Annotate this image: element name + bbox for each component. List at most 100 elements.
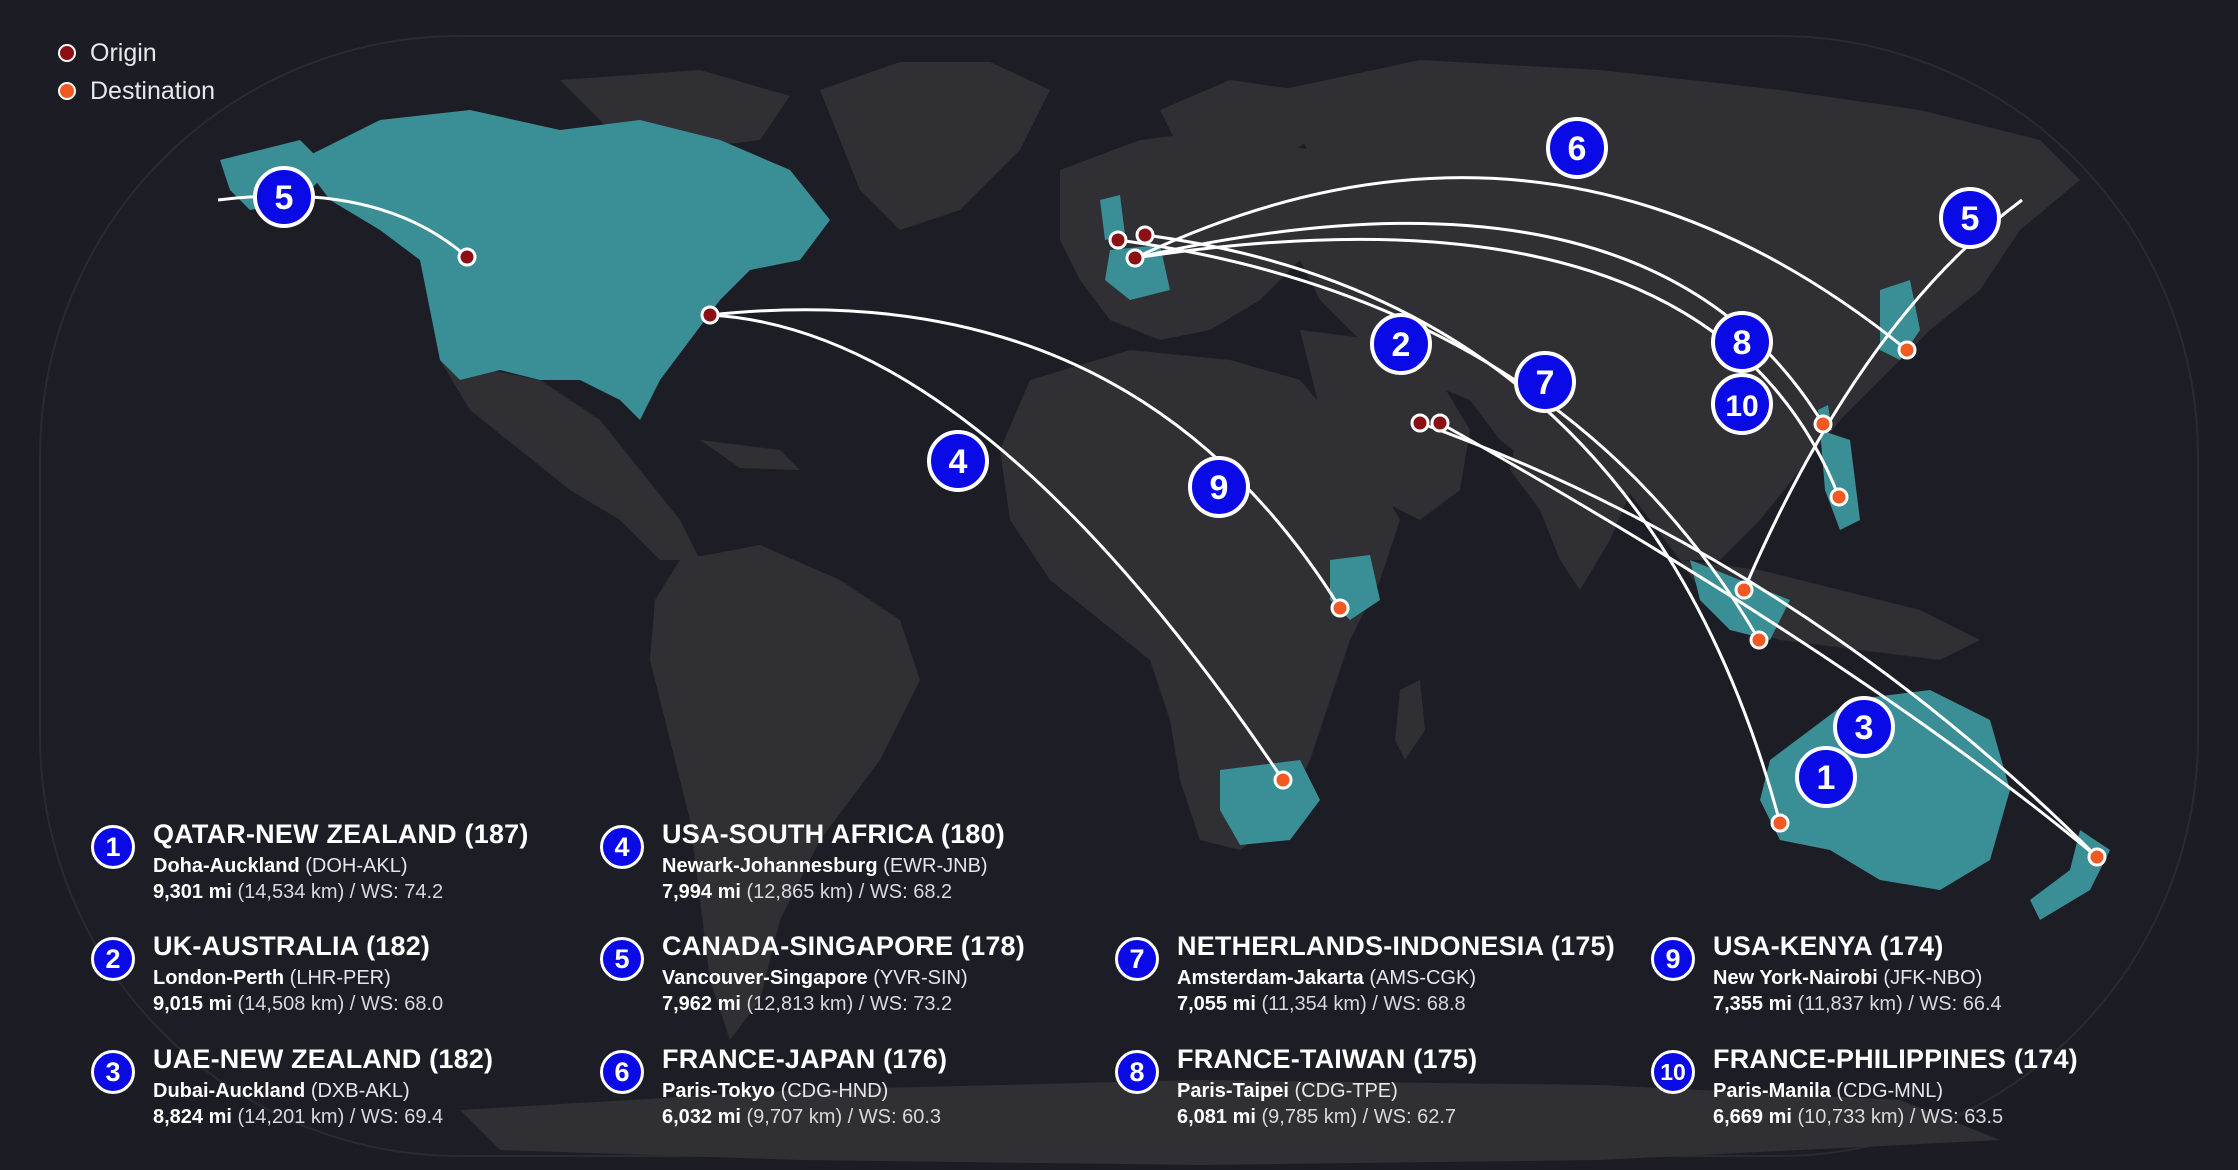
route-name: USA-KENYA (174) bbox=[1713, 931, 1944, 961]
north-america-highlight bbox=[300, 110, 830, 420]
svg-text:5: 5 bbox=[1961, 200, 1980, 238]
route-cities: Dubai-Auckland bbox=[153, 1080, 306, 1102]
route-miles: 7,055 mi bbox=[1177, 993, 1256, 1015]
destination-marker-manila bbox=[1829, 487, 1849, 507]
route-line-6 bbox=[1134, 176, 1908, 352]
svg-text:9: 9 bbox=[1210, 469, 1229, 507]
route-badge-9: 9 bbox=[1651, 937, 1695, 981]
greenland bbox=[820, 62, 1050, 230]
africa bbox=[1000, 350, 1400, 850]
origin-marker-newark bbox=[700, 305, 720, 325]
madagascar bbox=[1395, 680, 1425, 760]
svg-text:2: 2 bbox=[1392, 326, 1411, 364]
central-america bbox=[440, 360, 700, 560]
destination-marker-taipei bbox=[1813, 414, 1833, 434]
route-line-1 bbox=[1419, 421, 2099, 859]
svg-text:3: 3 bbox=[1855, 709, 1874, 747]
map-badge-9: 9 bbox=[1188, 456, 1250, 518]
route-codes: (JFK-NBO) bbox=[1883, 967, 1983, 989]
indonesia-highlight bbox=[1690, 560, 1790, 640]
philippines-highlight bbox=[1820, 430, 1860, 530]
route-cities: Newark-Johannesburg bbox=[662, 855, 878, 877]
origin-dot-icon bbox=[58, 44, 76, 62]
route-cities: Paris-Taipei bbox=[1177, 1080, 1289, 1102]
origin-markers bbox=[457, 225, 1450, 433]
route-name: NETHERLANDS-INDONESIA (175) bbox=[1177, 931, 1615, 961]
route-lines bbox=[217, 176, 2099, 859]
route-km-ws: (12,865 km) / WS: 68.2 bbox=[746, 881, 953, 903]
route-miles: 6,032 mi bbox=[662, 1106, 741, 1128]
map-badge-10: 10 bbox=[1711, 373, 1773, 435]
legend-origin: Origin bbox=[56, 34, 215, 72]
south-america bbox=[650, 545, 920, 1040]
svg-text:1: 1 bbox=[1817, 759, 1836, 797]
route-codes: (DXB-AKL) bbox=[310, 1080, 410, 1102]
route-codes: (LHR-PER) bbox=[289, 967, 391, 989]
route-cities: New York-Nairobi bbox=[1713, 967, 1878, 989]
route-badge-8: 8 bbox=[1115, 1050, 1159, 1094]
svg-text:8: 8 bbox=[1733, 324, 1752, 362]
destination-marker-johannesburg bbox=[1273, 770, 1293, 790]
route-miles: 7,962 mi bbox=[662, 993, 741, 1015]
route-name: UAE-NEW ZEALAND (182) bbox=[153, 1044, 494, 1074]
route-name: FRANCE-JAPAN (176) bbox=[662, 1044, 948, 1074]
route-line-4 bbox=[709, 313, 1285, 781]
route-cities: Amsterdam-Jakarta bbox=[1177, 967, 1364, 989]
route-miles: 9,301 mi bbox=[153, 881, 232, 903]
route-miles: 8,824 mi bbox=[153, 1106, 232, 1128]
route-miles: 7,355 mi bbox=[1713, 993, 1792, 1015]
origin-marker-paris bbox=[1125, 248, 1145, 268]
destination-markers bbox=[1273, 340, 2107, 867]
svg-text:5: 5 bbox=[275, 179, 294, 217]
scandinavia bbox=[1160, 80, 1310, 180]
origin-marker-amsterdam bbox=[1135, 225, 1155, 245]
route-miles: 6,669 mi bbox=[1713, 1106, 1792, 1128]
route-line-3 bbox=[1439, 421, 2098, 859]
route-km-ws: (10,733 km) / WS: 63.5 bbox=[1797, 1106, 2004, 1128]
route-name: FRANCE-TAIWAN (175) bbox=[1177, 1044, 1478, 1074]
map-badge-8: 8 bbox=[1711, 311, 1773, 373]
origin-marker-dubai bbox=[1430, 413, 1450, 433]
route-km-ws: (14,201 km) / WS: 69.4 bbox=[237, 1106, 444, 1128]
india bbox=[1510, 420, 1640, 590]
destination-marker-tokyo bbox=[1897, 340, 1917, 360]
map-badge-2: 2 bbox=[1370, 313, 1432, 375]
route-line-2 bbox=[1144, 233, 1782, 824]
map-badge-6: 6 bbox=[1546, 117, 1608, 179]
destination-marker-jakarta bbox=[1749, 630, 1769, 650]
route-cities: Vancouver-Singapore bbox=[662, 967, 868, 989]
route-km-ws: (9,785 km) / WS: 62.7 bbox=[1261, 1106, 1457, 1128]
route-badge-6: 6 bbox=[600, 1050, 644, 1094]
route-codes: (CDG-MNL) bbox=[1836, 1080, 1944, 1102]
map-badge-1: 1 bbox=[1795, 746, 1857, 808]
route-name: USA-SOUTH AFRICA (180) bbox=[662, 819, 1005, 849]
route-cities: London-Perth bbox=[153, 967, 285, 989]
destination-marker-auckland bbox=[2087, 847, 2107, 867]
route-miles: 7,994 mi bbox=[662, 881, 741, 903]
antarctica bbox=[460, 1080, 2000, 1165]
uk-highlight bbox=[1100, 195, 1125, 240]
route-name: FRANCE-PHILIPPINES (174) bbox=[1713, 1044, 2078, 1074]
route-miles: 9,015 mi bbox=[153, 993, 232, 1015]
route-codes: (DOH-AKL) bbox=[305, 855, 408, 877]
route-badge-7: 7 bbox=[1115, 937, 1159, 981]
route-km-ws: (14,534 km) / WS: 74.2 bbox=[237, 881, 444, 903]
route-line-10 bbox=[1134, 237, 1841, 498]
route-badge-2: 2 bbox=[91, 937, 135, 981]
route-badge-3: 3 bbox=[91, 1050, 135, 1094]
route-name: CANADA-SINGAPORE (178) bbox=[662, 931, 1025, 961]
map-badge-3: 3 bbox=[1833, 696, 1895, 758]
route-badge-10: 10 bbox=[1651, 1050, 1695, 1094]
svg-text:6: 6 bbox=[1568, 130, 1587, 168]
caribbean bbox=[700, 440, 800, 470]
map-legend: Origin Destination bbox=[56, 34, 215, 110]
route-cities: Doha-Auckland bbox=[153, 855, 300, 877]
route-km-ws: (9,707 km) / WS: 60.3 bbox=[746, 1106, 942, 1128]
middle-east bbox=[1300, 330, 1470, 520]
route-miles: 6,081 mi bbox=[1177, 1106, 1256, 1128]
route-name: UK-AUSTRALIA (182) bbox=[153, 931, 431, 961]
legend-destination: Destination bbox=[56, 72, 215, 110]
route-line-9 bbox=[709, 308, 1342, 609]
route-km-ws: (11,354 km) / WS: 68.8 bbox=[1261, 993, 1466, 1015]
map-badge-5-east: 5 bbox=[1939, 187, 2001, 249]
